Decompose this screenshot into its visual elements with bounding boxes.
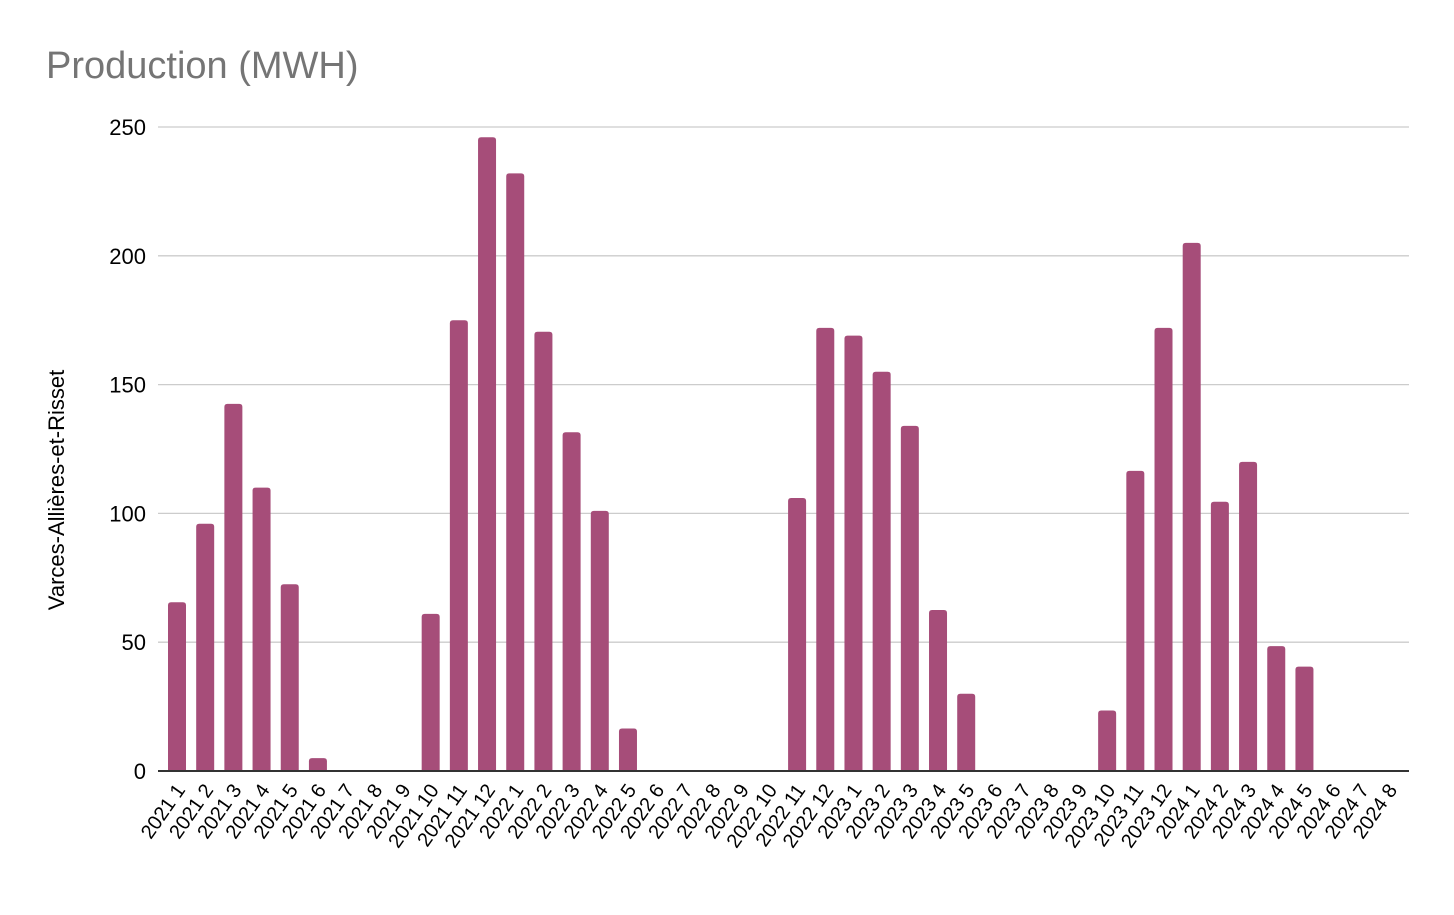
bar: [788, 497, 807, 771]
bar: [816, 327, 835, 771]
bar: [1210, 501, 1229, 771]
bar: [534, 331, 553, 771]
y-tick-labels: 0 50 100 150 200 250: [109, 115, 146, 784]
bar: [1239, 461, 1258, 771]
bar: [224, 403, 243, 771]
bar: [590, 510, 609, 771]
bar: [618, 728, 637, 771]
bar: [1126, 470, 1145, 771]
bar: [929, 610, 948, 771]
bar: [168, 602, 186, 771]
bar: [1182, 242, 1201, 772]
bar: [562, 432, 581, 771]
bar: [280, 584, 299, 771]
bar: [506, 173, 525, 772]
bar: [478, 137, 497, 771]
y-tick-label: 50: [122, 630, 146, 655]
bars: [168, 137, 1314, 772]
y-tick-label: 200: [109, 244, 146, 269]
y-tick-label: 250: [109, 115, 146, 140]
y-tick-label: 0: [134, 759, 146, 784]
y-tick-label: 150: [109, 373, 146, 398]
bar: [1098, 710, 1117, 771]
chart-title: Production (MWH): [46, 45, 359, 87]
y-tick-label: 100: [109, 501, 146, 526]
bar: [872, 371, 891, 771]
bar: [308, 758, 327, 771]
bar: [196, 523, 215, 771]
bar: [844, 335, 863, 771]
bar: [449, 320, 468, 771]
bar: [252, 487, 271, 771]
bar: [900, 425, 919, 771]
bar: [1295, 666, 1314, 771]
bar: [421, 613, 440, 771]
bar: [1267, 646, 1286, 771]
bar: [957, 693, 976, 771]
bar: [1154, 327, 1173, 771]
y-axis-title: Varces-Allières-et-Risset: [44, 370, 69, 610]
